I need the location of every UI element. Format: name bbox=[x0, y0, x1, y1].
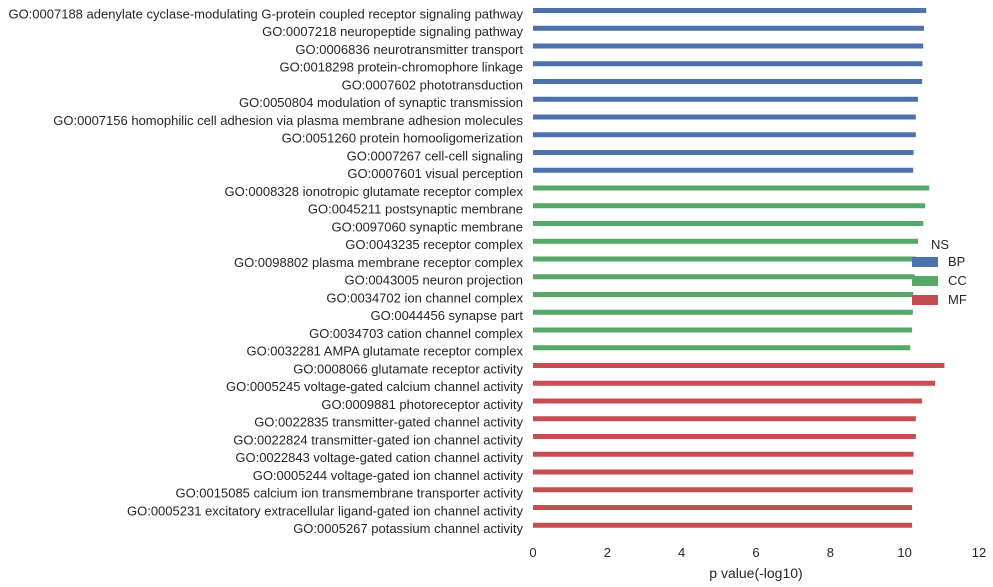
category-label: GO:0009881 photoreceptor activity bbox=[321, 397, 523, 412]
bar-mf bbox=[533, 522, 913, 528]
category-label: GO:0097060 synaptic membrane bbox=[332, 219, 524, 234]
category-label: GO:0008328 ionotropic glutamate receptor… bbox=[225, 184, 524, 199]
legend: NS BP CC MF bbox=[912, 237, 967, 307]
x-tick-label: 0 bbox=[529, 545, 536, 560]
category-label: GO:0005267 potassium channel activity bbox=[293, 521, 523, 536]
category-label: GO:0007156 homophilic cell adhesion via … bbox=[53, 113, 523, 128]
x-tick-label: 6 bbox=[752, 545, 759, 560]
bar-bp bbox=[533, 79, 923, 84]
bar-mf bbox=[533, 416, 916, 422]
bar-bp bbox=[533, 132, 916, 138]
category-label: GO:0015085 calcium ion transmembrane tra… bbox=[175, 486, 523, 501]
bar-mf bbox=[533, 363, 945, 368]
bar-mf bbox=[533, 398, 923, 404]
bar-mf bbox=[533, 469, 914, 475]
bar-bp bbox=[533, 8, 927, 13]
category-label: GO:0022835 transmitter-gated channel act… bbox=[254, 415, 523, 430]
category-label: GO:0018298 protein-chromophore linkage bbox=[279, 60, 523, 75]
x-tick-label: 4 bbox=[678, 545, 685, 560]
bar-cc bbox=[533, 327, 913, 333]
category-label: GO:0005231 excitatory extracellular liga… bbox=[127, 503, 524, 518]
legend-swatch-bp bbox=[912, 257, 938, 267]
category-label: GO:0008066 glutamate receptor activity bbox=[293, 361, 523, 376]
bar-mf bbox=[533, 505, 913, 510]
bar-mf bbox=[533, 487, 913, 493]
bar-mf bbox=[533, 380, 936, 386]
x-axis-title: p value(-log10) bbox=[709, 565, 802, 581]
category-label: GO:0051260 protein homooligomerization bbox=[282, 131, 523, 146]
category-label: GO:0022843 voltage-gated cation channel … bbox=[235, 450, 523, 465]
category-label: GO:0005245 voltage-gated calcium channel… bbox=[226, 379, 524, 394]
x-tick-label: 12 bbox=[972, 545, 986, 560]
category-label: GO:0050804 modulation of synaptic transm… bbox=[239, 95, 523, 110]
bar-bp bbox=[533, 150, 914, 155]
legend-label-bp: BP bbox=[948, 254, 965, 269]
category-label: GO:0007188 adenylate cyclase-modulating … bbox=[8, 6, 523, 21]
bars bbox=[533, 8, 945, 528]
category-label: GO:0043005 neuron projection bbox=[344, 273, 523, 288]
category-label: GO:0007602 phototransduction bbox=[342, 77, 523, 92]
bar-cc bbox=[533, 309, 913, 315]
bar-bp bbox=[533, 61, 923, 67]
bar-cc bbox=[533, 274, 915, 280]
category-label: GO:0032281 AMPA glutamate receptor compl… bbox=[246, 344, 523, 359]
category-labels: GO:0007188 adenylate cyclase-modulating … bbox=[8, 6, 523, 536]
category-label: GO:0034702 ion channel complex bbox=[326, 290, 523, 305]
category-label: GO:0007601 visual perception bbox=[347, 166, 523, 181]
bar-cc bbox=[533, 203, 926, 209]
x-tick-label: 10 bbox=[897, 545, 911, 560]
x-axis-ticks: 0 2 4 6 8 10 12 bbox=[529, 545, 986, 560]
category-label: GO:0044456 synapse part bbox=[371, 308, 524, 323]
category-label: GO:0006836 neurotransmitter transport bbox=[295, 42, 523, 57]
bar-cc bbox=[533, 256, 916, 262]
bar-mf bbox=[533, 434, 916, 439]
x-tick-label: 8 bbox=[827, 545, 834, 560]
category-label: GO:0007267 cell-cell signaling bbox=[347, 148, 523, 163]
category-label: GO:0034703 cation channel complex bbox=[309, 326, 523, 341]
bar-bp bbox=[533, 43, 924, 49]
bar-mf bbox=[533, 451, 914, 457]
category-label: GO:0045211 postsynaptic membrane bbox=[308, 202, 523, 217]
bar-cc bbox=[533, 185, 930, 191]
category-label: GO:0005244 voltage-gated ion channel act… bbox=[253, 468, 524, 483]
category-label: GO:0098802 plasma membrane receptor comp… bbox=[234, 255, 524, 270]
bar-cc bbox=[533, 221, 924, 226]
bar-bp bbox=[533, 114, 916, 120]
category-label: GO:0022824 transmitter-gated ion channel… bbox=[233, 432, 523, 447]
bar-bp bbox=[533, 167, 914, 173]
bar-cc bbox=[533, 238, 919, 244]
x-tick-label: 2 bbox=[604, 545, 611, 560]
category-label: GO:0007218 neuropeptide signaling pathwa… bbox=[262, 24, 523, 39]
legend-swatch-cc bbox=[912, 276, 938, 286]
bar-bp bbox=[533, 25, 924, 31]
legend-swatch-mf bbox=[912, 295, 938, 305]
bar-cc bbox=[533, 292, 914, 297]
legend-label-cc: CC bbox=[948, 273, 967, 288]
bar-bp bbox=[533, 96, 919, 102]
category-label: GO:0043235 receptor complex bbox=[345, 237, 523, 252]
legend-label-mf: MF bbox=[948, 292, 967, 307]
legend-title: NS bbox=[931, 237, 949, 252]
bar-cc bbox=[533, 345, 911, 351]
